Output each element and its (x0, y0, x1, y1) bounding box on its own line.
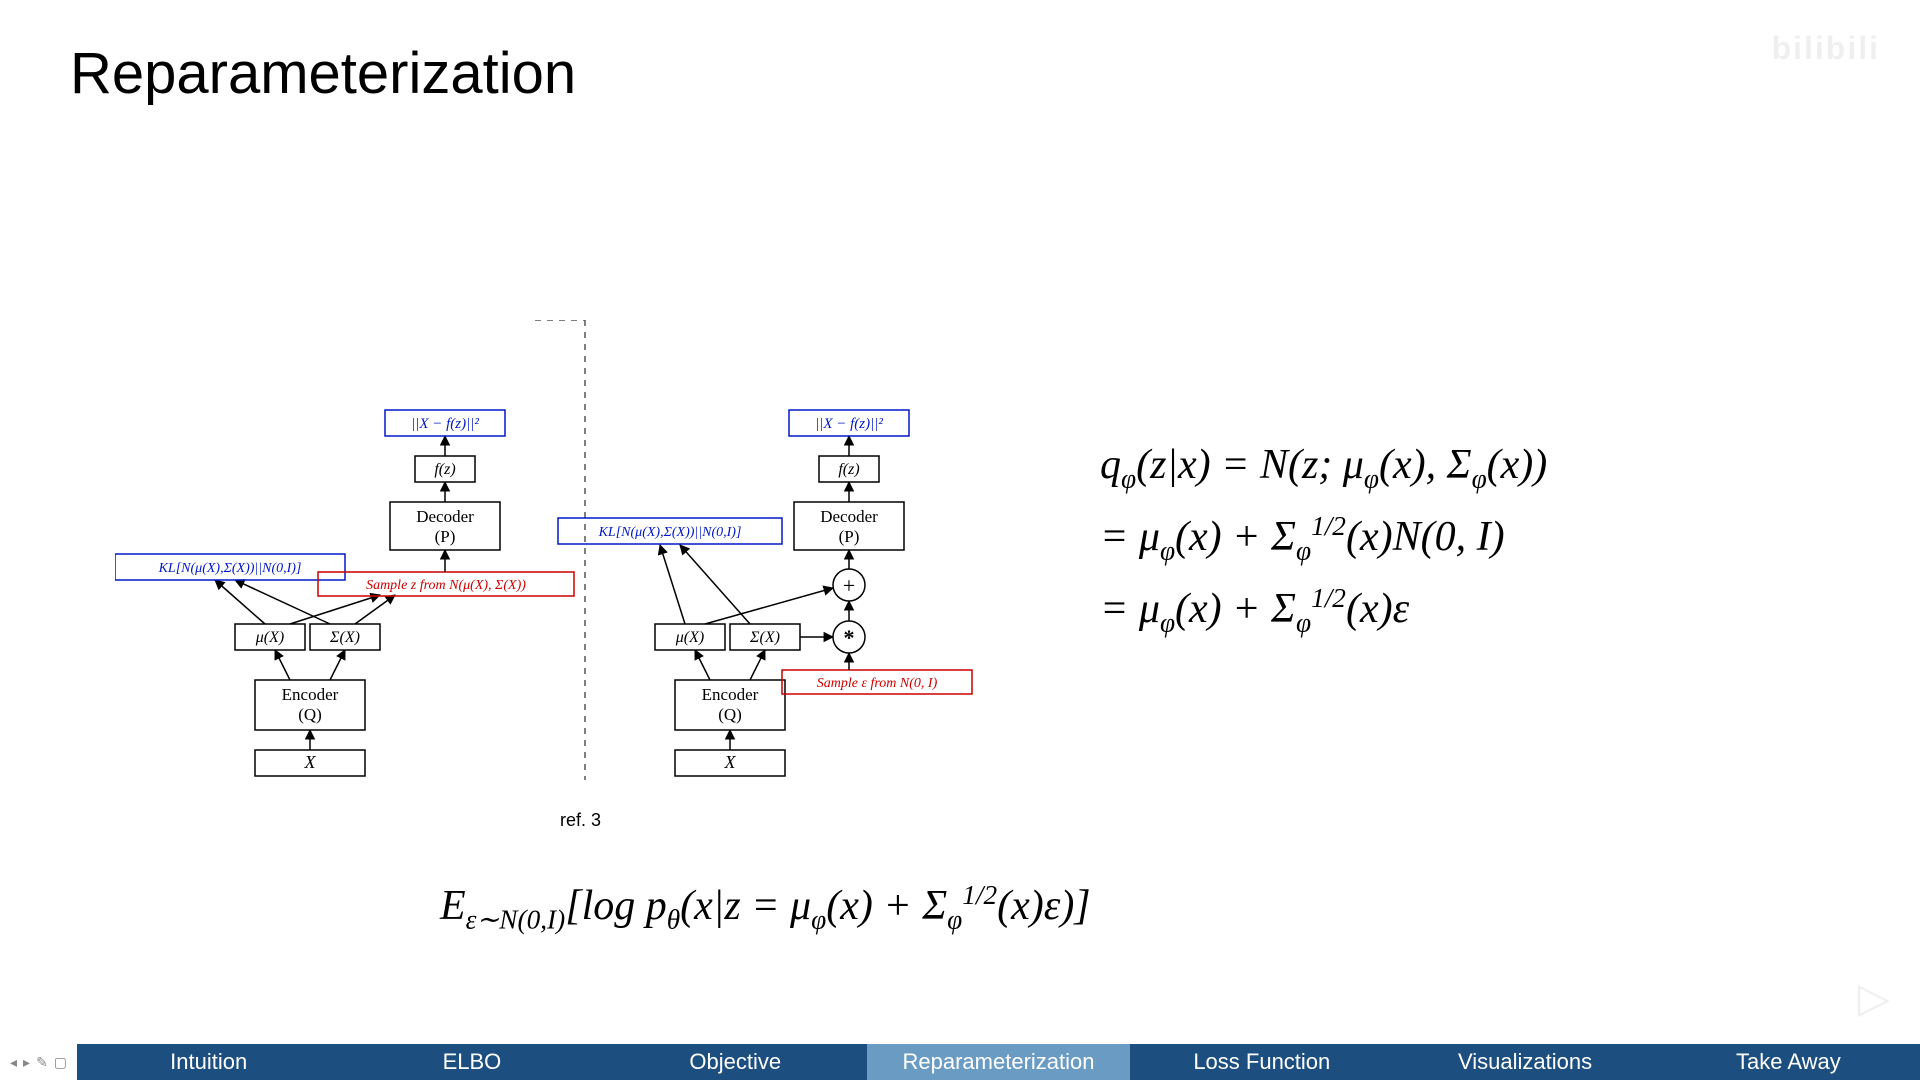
nav-controls[interactable]: ◂ ▸ ✎ ▢ (0, 1044, 77, 1080)
svg-text:KL[N(μ(X),Σ(X))||N(0,I)]: KL[N(μ(X),Σ(X))||N(0,I)] (158, 561, 302, 576)
svg-text:Σ(X): Σ(X) (749, 629, 780, 646)
svg-text:(Q): (Q) (718, 705, 742, 724)
video-watermark: bilibili (1772, 30, 1880, 67)
svg-text:Σ(X): Σ(X) (329, 629, 360, 646)
page-title: Reparameterization (70, 40, 576, 107)
svg-text:f(z): f(z) (838, 461, 859, 478)
svg-text:||X − f(z)||²: ||X − f(z)||² (411, 416, 479, 432)
svg-text:||X − f(z)||²: ||X − f(z)||² (815, 416, 883, 432)
svg-text:μ(X): μ(X) (255, 629, 284, 646)
svg-text:Encoder: Encoder (282, 685, 339, 704)
reparam-diagram: X Encoder (Q) μ(X) Σ(X) K (115, 320, 995, 780)
equation-block: qφ(z|x) = N(z; μφ(x), Σφ(x)) = μφ(x) + Σ… (1100, 430, 1547, 645)
eq-line-1: qφ(z|x) = N(z; μφ(x), Σφ(x)) (1100, 430, 1547, 502)
svg-text:(P): (P) (435, 527, 456, 546)
svg-text:KL[N(μ(X),Σ(X))||N(0,I)]: KL[N(μ(X),Σ(X))||N(0,I)] (598, 525, 742, 540)
svg-text:Sample z from N(μ(X), Σ(X)): Sample z from N(μ(X), Σ(X)) (366, 578, 526, 593)
next-icon[interactable]: ▸ (23, 1054, 30, 1071)
nav-take-away[interactable]: Take Away (1657, 1044, 1920, 1080)
figure-reference: ref. 3 (560, 810, 601, 831)
eq-line-3: = μφ(x) + Σφ1/2(x)ε (1100, 574, 1547, 646)
play-icon-watermark: ▷ (1858, 973, 1890, 1022)
svg-text:Decoder: Decoder (416, 507, 474, 526)
slide: Reparameterization bilibili ▷ X Enco (0, 0, 1920, 1080)
svg-text:Sample ε from N(0, I): Sample ε from N(0, I) (817, 676, 938, 691)
nav-reparameterization[interactable]: Reparameterization (867, 1044, 1130, 1080)
svg-text:f(z): f(z) (434, 461, 455, 478)
eq-line-2: = μφ(x) + Σφ1/2(x)N(0, I) (1100, 502, 1547, 574)
menu-icon[interactable]: ▢ (54, 1054, 67, 1071)
right-graph: X Encoder (Q) μ(X) Σ(X) K (558, 410, 972, 776)
svg-text:X: X (724, 752, 737, 772)
svg-text:(Q): (Q) (298, 705, 322, 724)
svg-text:Encoder: Encoder (702, 685, 759, 704)
nav-elbo[interactable]: ELBO (340, 1044, 603, 1080)
slide-nav: ◂ ▸ ✎ ▢ Intuition ELBO Objective Reparam… (0, 1044, 1920, 1080)
svg-text:+: + (843, 573, 855, 598)
svg-text:Decoder: Decoder (820, 507, 878, 526)
nav-intuition[interactable]: Intuition (77, 1044, 340, 1080)
pen-icon[interactable]: ✎ (36, 1054, 48, 1071)
left-graph: X Encoder (Q) μ(X) Σ(X) K (115, 410, 574, 776)
nav-objective[interactable]: Objective (604, 1044, 867, 1080)
svg-text:X: X (304, 752, 317, 772)
prev-icon[interactable]: ◂ (10, 1054, 17, 1071)
equation-bottom: Eε∼N(0,I)[log pθ(x|z = μφ(x) + Σφ1/2(x)ε… (440, 880, 1091, 935)
nav-loss-function[interactable]: Loss Function (1130, 1044, 1393, 1080)
svg-text:*: * (844, 625, 855, 650)
nav-visualizations[interactable]: Visualizations (1393, 1044, 1656, 1080)
svg-text:(P): (P) (839, 527, 860, 546)
svg-text:μ(X): μ(X) (675, 629, 704, 646)
